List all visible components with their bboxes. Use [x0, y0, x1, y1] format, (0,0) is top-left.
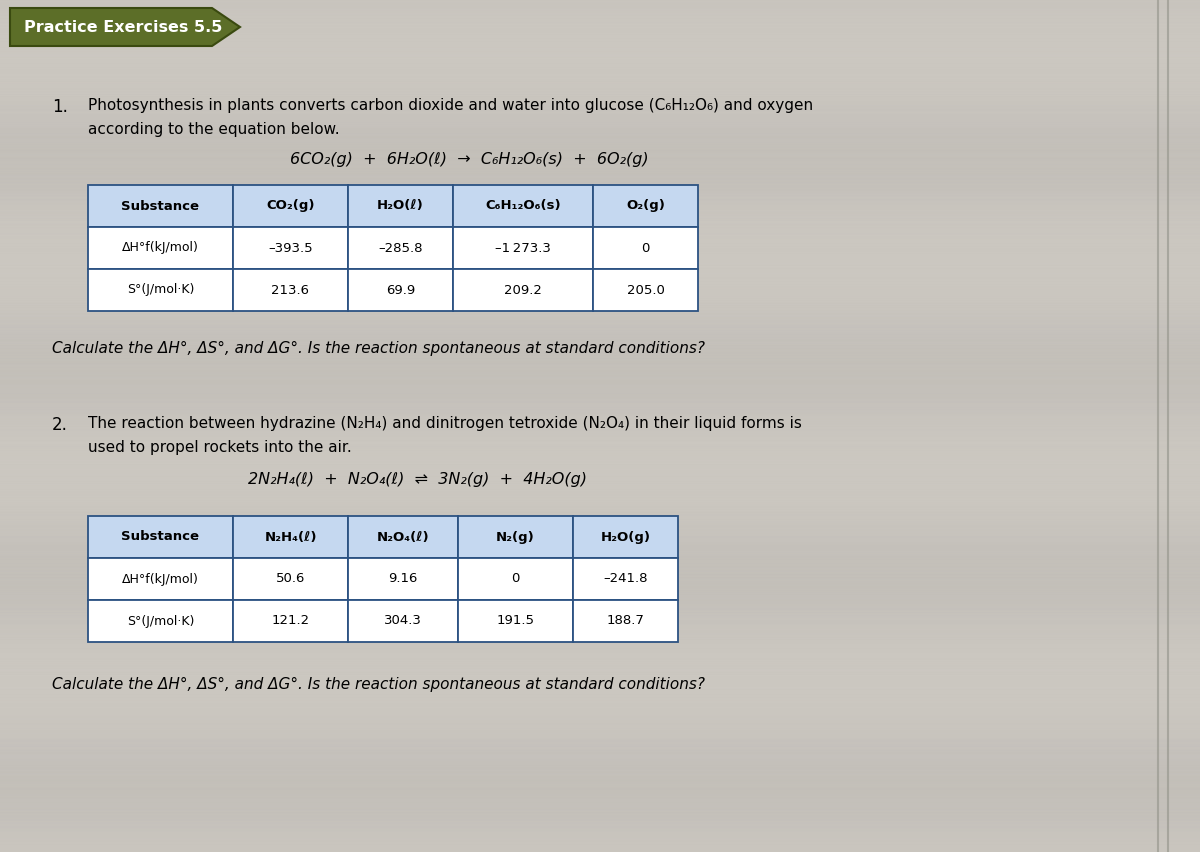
Text: 1.: 1. [52, 98, 68, 116]
Text: 121.2: 121.2 [271, 614, 310, 628]
Text: S°(J/mol·K): S°(J/mol·K) [127, 614, 194, 628]
Text: H₂O(g): H₂O(g) [600, 531, 650, 544]
Bar [574, 600, 678, 642]
Text: 2N₂H₄(ℓ)  +  N₂O₄(ℓ)  ⇌  3N₂(g)  +  4H₂O(g): 2N₂H₄(ℓ) + N₂O₄(ℓ) ⇌ 3N₂(g) + 4H₂O(g) [248, 472, 587, 487]
Text: –241.8: –241.8 [604, 573, 648, 585]
Text: 0: 0 [511, 573, 520, 585]
Bar [458, 558, 574, 600]
Text: 188.7: 188.7 [606, 614, 644, 628]
Bar [88, 558, 233, 600]
Text: 205.0: 205.0 [626, 284, 665, 296]
Bar [348, 227, 454, 269]
Bar [233, 269, 348, 311]
Text: –285.8: –285.8 [378, 241, 422, 255]
Text: Photosynthesis in plants converts carbon dioxide and water into glucose (C₆H₁₂O₆: Photosynthesis in plants converts carbon… [88, 98, 814, 113]
Bar [458, 516, 574, 558]
Bar [233, 558, 348, 600]
Bar [348, 185, 454, 227]
Bar [88, 227, 233, 269]
Text: 0: 0 [641, 241, 649, 255]
Bar [233, 185, 348, 227]
Text: N₂(g): N₂(g) [496, 531, 535, 544]
Text: –1 273.3: –1 273.3 [496, 241, 551, 255]
Bar [88, 185, 233, 227]
Text: Substance: Substance [121, 199, 199, 212]
Bar [233, 516, 348, 558]
Bar [348, 558, 458, 600]
Text: 213.6: 213.6 [271, 284, 310, 296]
Text: C₆H₁₂O₆(s): C₆H₁₂O₆(s) [485, 199, 560, 212]
Text: 69.9: 69.9 [386, 284, 415, 296]
Text: –393.5: –393.5 [268, 241, 313, 255]
Text: used to propel rockets into the air.: used to propel rockets into the air. [88, 440, 352, 455]
Polygon shape [10, 8, 240, 46]
Text: O₂(g): O₂(g) [626, 199, 665, 212]
Text: N₂H₄(ℓ): N₂H₄(ℓ) [264, 531, 317, 544]
Bar [88, 269, 233, 311]
Bar [233, 227, 348, 269]
Text: according to the equation below.: according to the equation below. [88, 122, 340, 137]
Text: Substance: Substance [121, 531, 199, 544]
Text: 2.: 2. [52, 416, 68, 434]
Text: The reaction between hydrazine (N₂H₄) and dinitrogen tetroxide (N₂O₄) in their l: The reaction between hydrazine (N₂H₄) an… [88, 416, 802, 431]
Bar [348, 516, 458, 558]
Bar [458, 600, 574, 642]
Text: 50.6: 50.6 [276, 573, 305, 585]
Text: CO₂(g): CO₂(g) [266, 199, 314, 212]
Bar [593, 227, 698, 269]
Bar [454, 185, 593, 227]
Bar [88, 516, 233, 558]
Bar [233, 600, 348, 642]
Text: ΔH°f(kJ/mol): ΔH°f(kJ/mol) [122, 241, 199, 255]
Text: ΔH°f(kJ/mol): ΔH°f(kJ/mol) [122, 573, 199, 585]
Bar [348, 600, 458, 642]
Text: N₂O₄(ℓ): N₂O₄(ℓ) [377, 531, 430, 544]
Bar [454, 269, 593, 311]
Text: 6CO₂(g)  +  6H₂O(ℓ)  →  C₆H₁₂O₆(s)  +  6O₂(g): 6CO₂(g) + 6H₂O(ℓ) → C₆H₁₂O₆(s) + 6O₂(g) [290, 152, 649, 167]
Bar [454, 227, 593, 269]
Bar [574, 558, 678, 600]
Text: H₂O(ℓ): H₂O(ℓ) [377, 199, 424, 212]
Text: S°(J/mol·K): S°(J/mol·K) [127, 284, 194, 296]
Bar [348, 269, 454, 311]
Text: Practice Exercises 5.5: Practice Exercises 5.5 [24, 20, 222, 36]
Text: Calculate the ΔH°, ΔS°, and ΔG°. Is the reaction spontaneous at standard conditi: Calculate the ΔH°, ΔS°, and ΔG°. Is the … [52, 677, 706, 692]
Bar [574, 516, 678, 558]
Text: 191.5: 191.5 [497, 614, 534, 628]
Text: 209.2: 209.2 [504, 284, 542, 296]
Text: Calculate the ΔH°, ΔS°, and ΔG°. Is the reaction spontaneous at standard conditi: Calculate the ΔH°, ΔS°, and ΔG°. Is the … [52, 341, 706, 356]
Text: 9.16: 9.16 [389, 573, 418, 585]
Bar [593, 269, 698, 311]
Text: 304.3: 304.3 [384, 614, 422, 628]
Bar [88, 600, 233, 642]
Bar [593, 185, 698, 227]
